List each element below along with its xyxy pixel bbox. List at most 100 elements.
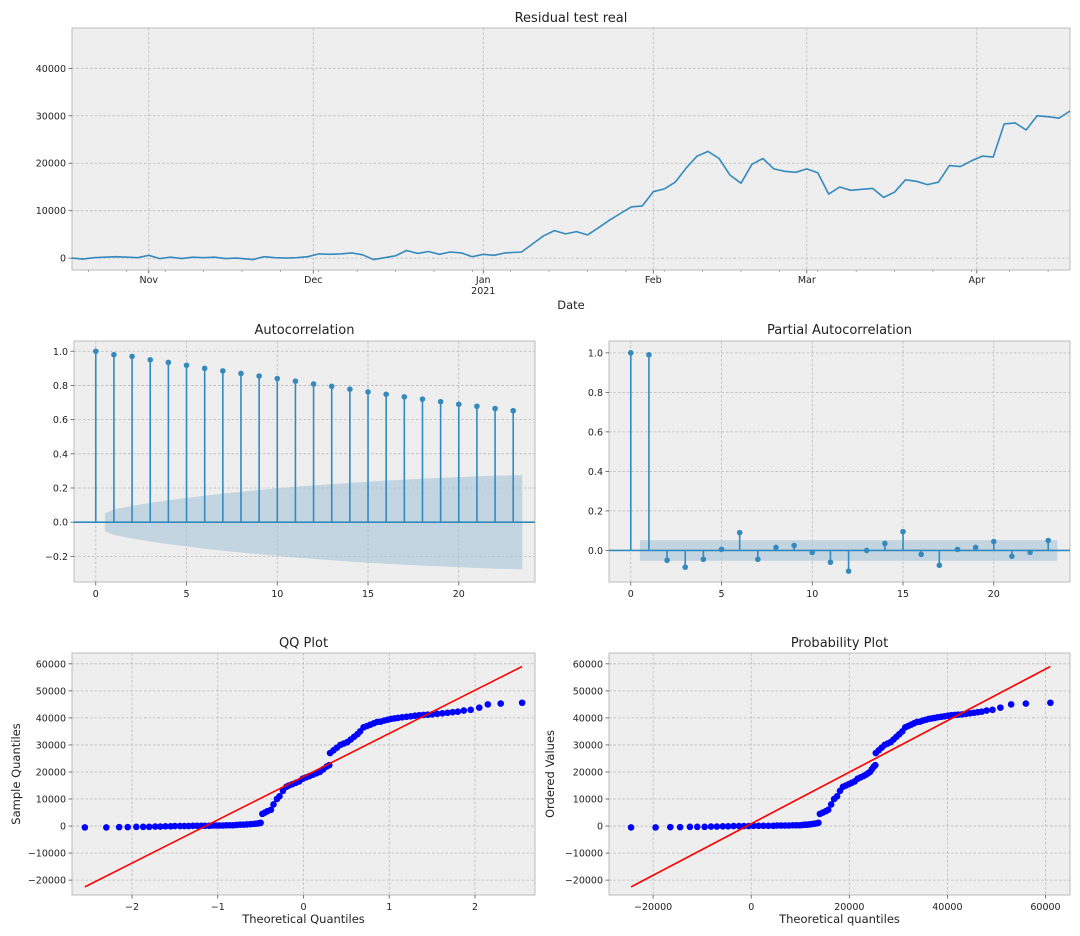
y-tick-label: 40000 — [36, 713, 66, 724]
acf-chart: 0 5 10 15 20 −0.2 0.0 0.2 0.4 0.6 0.8 1.0 Autocorr… — [45, 323, 536, 600]
stem-marker — [646, 352, 652, 358]
x-tick-label: 5 — [184, 589, 190, 600]
stem-marker — [627, 350, 634, 356]
data-point — [444, 709, 451, 717]
data-point — [484, 701, 492, 708]
data-point — [824, 806, 832, 814]
stem-marker — [900, 528, 906, 535]
y-tick-labels: 0.0 0.2 0.4 0.6 0.8 1.0 — [588, 348, 609, 557]
stem-marker — [1045, 537, 1052, 544]
stem-marker — [383, 391, 389, 398]
data-point — [497, 700, 505, 707]
stem-marker — [918, 551, 924, 558]
y-tick-label: 0.6 — [588, 427, 603, 438]
y-tick-labels: 0 10000 20000 30000 40000 — [36, 64, 72, 265]
x-tick-label: 10 — [271, 589, 283, 600]
data-point — [755, 822, 762, 830]
y-tick-label: 10000 — [36, 206, 66, 217]
data-point — [518, 699, 526, 707]
x-tick-label: 15 — [362, 589, 374, 600]
chart-title: Probability Plot — [791, 636, 888, 651]
y-tick-label: 40000 — [36, 64, 66, 75]
y-tick-label: 10000 — [573, 795, 603, 806]
chart-title: Partial Autocorrelation — [767, 323, 912, 338]
y-tick-label: −20000 — [565, 876, 603, 887]
data-point — [1007, 701, 1015, 708]
data-point — [707, 823, 715, 830]
stem-marker — [492, 405, 498, 412]
x-tick-label: 2 — [472, 902, 478, 913]
stem-marker — [755, 556, 761, 563]
x-tick-label: 20000 — [834, 902, 864, 913]
chart-title: Residual test real — [515, 11, 628, 26]
series-marks — [609, 350, 1070, 574]
y-tick-label: 10000 — [36, 795, 66, 806]
stem-marker — [165, 359, 172, 366]
data-point — [433, 710, 441, 718]
stem-marker — [936, 562, 943, 569]
x-tick-label: Mar — [798, 275, 816, 286]
y-tick-label: 40000 — [573, 713, 603, 724]
stem-marker — [455, 401, 462, 408]
x-tick-label: −2 — [125, 902, 139, 913]
x-tick-labels: 0 5 10 15 20 — [93, 582, 465, 600]
data-point — [983, 707, 990, 714]
stem-marker — [990, 538, 997, 545]
y-tick-label: 0.4 — [53, 449, 68, 460]
x-tick-label: 0 — [748, 902, 754, 913]
y-tick-label: 0.8 — [53, 381, 68, 392]
data-point — [652, 824, 659, 831]
y-tick-label: 20000 — [36, 767, 66, 778]
data-point — [989, 706, 996, 714]
stem-marker — [401, 394, 408, 400]
x-tick-label: 40000 — [932, 902, 962, 913]
stem-marker — [827, 559, 834, 566]
data-point — [693, 823, 701, 831]
stem-marker — [111, 351, 117, 358]
y-tick-label: 30000 — [36, 111, 66, 122]
y-tick-label: −10000 — [28, 849, 66, 860]
stem-marker — [437, 398, 444, 405]
grid — [609, 653, 1070, 895]
data-point — [735, 822, 743, 830]
y-tick-label: −20000 — [28, 876, 66, 887]
y-tick-labels: −0.2 0.0 0.2 0.4 0.6 0.8 1.0 — [45, 347, 74, 563]
data-point — [449, 708, 456, 716]
stem-marker — [1027, 549, 1033, 556]
data-point — [1047, 699, 1054, 707]
y-tick-label: 1.0 — [588, 348, 603, 359]
stem-marker — [238, 370, 244, 377]
x-tick-label: 20 — [988, 589, 1000, 600]
stem-marker — [510, 407, 517, 414]
pacf-chart: 0 5 10 15 20 0.0 0.2 0.4 0.6 0.8 1.0 Partial Auto… — [588, 323, 1071, 600]
stem-marker — [972, 544, 979, 551]
stem-marker — [863, 547, 870, 554]
data-point — [460, 707, 468, 714]
data-point — [124, 823, 132, 831]
stem-marker — [183, 362, 190, 369]
data-point — [872, 761, 879, 769]
stem-marker — [474, 403, 480, 410]
stem-marker — [700, 556, 707, 563]
y-tick-label: 20000 — [36, 159, 66, 170]
data-point — [145, 823, 153, 831]
y-tick-label: 30000 — [36, 740, 66, 751]
x-tick-label: 20 — [453, 589, 465, 600]
data-point — [151, 823, 159, 830]
chart-title: QQ Plot — [279, 636, 328, 651]
y-tick-label: 0.2 — [53, 483, 68, 494]
y-tick-label: 0.8 — [588, 388, 603, 399]
x-axis-label: Theoretical quantiles — [778, 912, 900, 926]
y-axis-label: Sample Quantiles — [9, 723, 23, 824]
series-marks — [74, 348, 535, 570]
y-tick-label: 0.0 — [588, 546, 603, 557]
data-point — [760, 822, 767, 830]
x-tick-label: Jan — [475, 275, 491, 286]
x-tick-labels: 0 5 10 15 20 — [628, 582, 1000, 600]
stem-marker — [220, 368, 226, 374]
stem-marker — [347, 386, 353, 393]
stem-marker — [129, 353, 135, 360]
data-point — [157, 823, 164, 830]
